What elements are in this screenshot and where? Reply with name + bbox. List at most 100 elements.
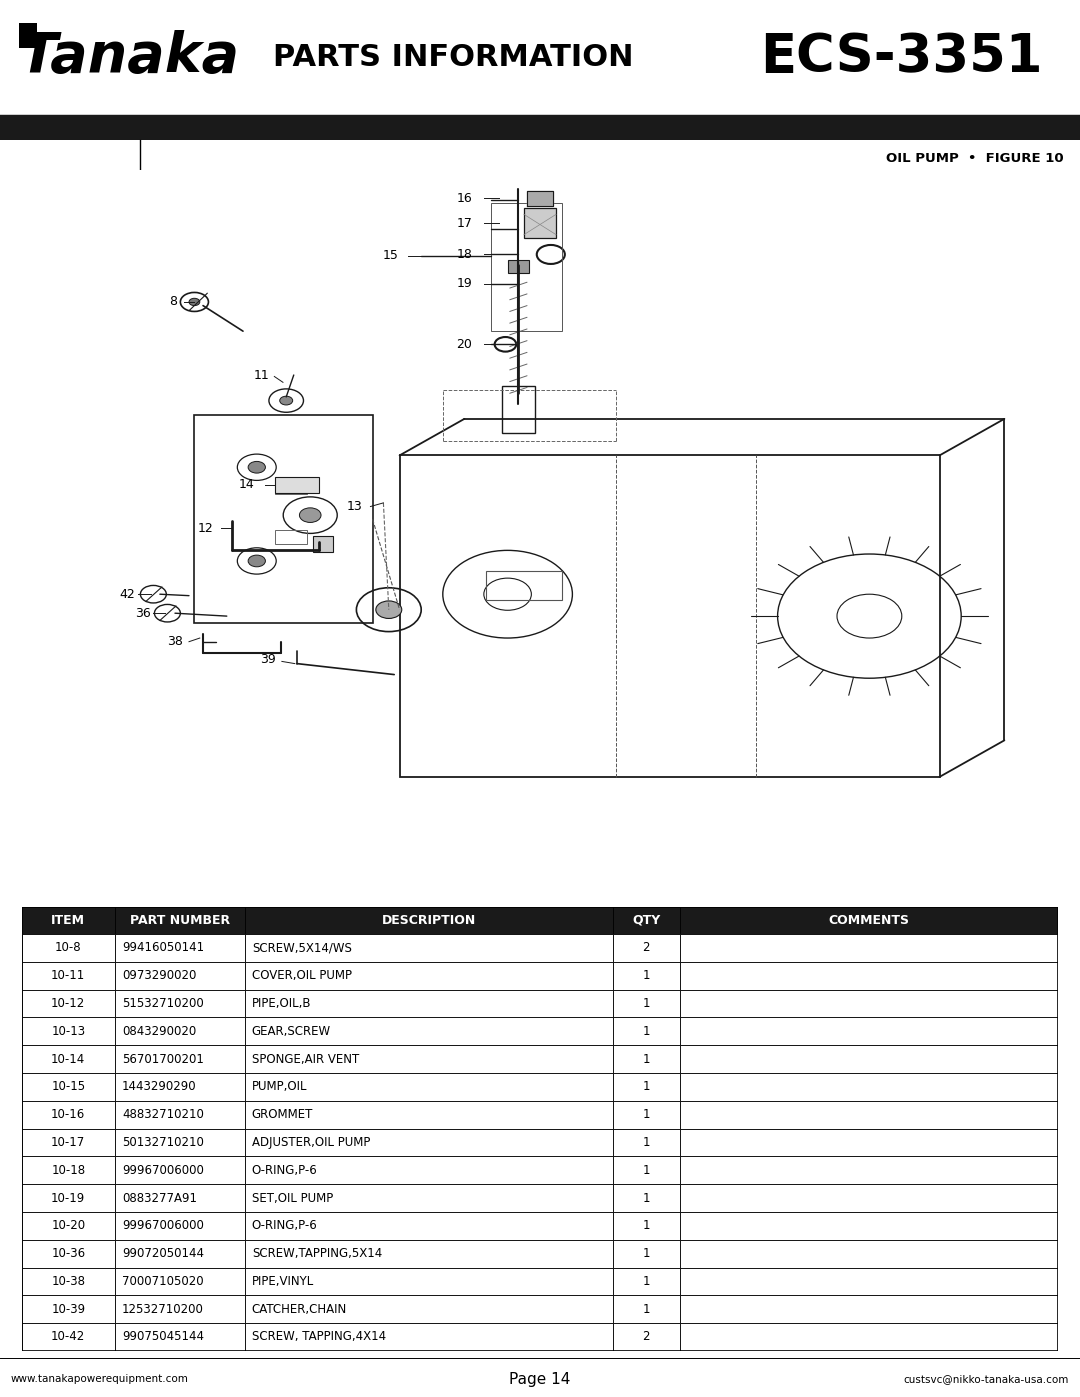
- Bar: [22, 1101, 114, 1129]
- Text: 99967006000: 99967006000: [122, 1220, 204, 1232]
- Text: 10-20: 10-20: [51, 1220, 85, 1232]
- Bar: [22, 1185, 114, 1213]
- Text: 50132710210: 50132710210: [122, 1136, 204, 1148]
- Text: 38: 38: [167, 636, 183, 648]
- Bar: [244, 1185, 612, 1213]
- Bar: [244, 1239, 612, 1267]
- Text: 10-8: 10-8: [55, 942, 82, 954]
- Text: 1443290290: 1443290290: [122, 1080, 197, 1094]
- Circle shape: [376, 601, 402, 619]
- Text: 10-38: 10-38: [51, 1275, 85, 1288]
- Bar: [114, 1267, 244, 1295]
- Bar: [491, 204, 562, 331]
- Bar: [612, 935, 680, 961]
- Text: 10-14: 10-14: [51, 1052, 85, 1066]
- Bar: [114, 1185, 244, 1213]
- Bar: [22, 1073, 114, 1101]
- Bar: [508, 260, 529, 272]
- Bar: [680, 1213, 1058, 1239]
- Bar: [612, 1267, 680, 1295]
- Bar: [680, 1239, 1058, 1267]
- Text: 10-11: 10-11: [51, 970, 85, 982]
- Bar: [502, 386, 535, 433]
- Bar: [114, 1239, 244, 1267]
- Bar: [612, 1017, 680, 1045]
- Text: Page 14: Page 14: [510, 1372, 570, 1387]
- Bar: [313, 536, 333, 552]
- Bar: [22, 1295, 114, 1323]
- Text: www.tanakapowerequipment.com: www.tanakapowerequipment.com: [11, 1375, 189, 1384]
- Bar: [22, 1017, 114, 1045]
- Text: DESCRIPTION: DESCRIPTION: [381, 914, 475, 926]
- Text: 1: 1: [643, 1192, 650, 1204]
- Bar: [244, 1101, 612, 1129]
- Text: 1: 1: [643, 997, 650, 1010]
- Bar: [612, 1045, 680, 1073]
- Text: 99075045144: 99075045144: [122, 1330, 204, 1344]
- Text: 12532710200: 12532710200: [122, 1302, 204, 1316]
- Bar: [244, 1073, 612, 1101]
- Bar: [114, 961, 244, 989]
- Bar: [612, 1239, 680, 1267]
- Bar: [22, 1239, 114, 1267]
- Text: SCREW, TAPPING,4X14: SCREW, TAPPING,4X14: [252, 1330, 386, 1344]
- Text: 10-13: 10-13: [51, 1025, 85, 1038]
- Bar: [244, 1213, 612, 1239]
- Bar: [244, 1267, 612, 1295]
- Text: 13: 13: [347, 500, 362, 513]
- Bar: [22, 907, 114, 935]
- Text: PIPE,VINYL: PIPE,VINYL: [252, 1275, 314, 1288]
- Text: 1: 1: [643, 970, 650, 982]
- Bar: [22, 1267, 114, 1295]
- Text: 12: 12: [198, 522, 213, 535]
- Bar: [244, 961, 612, 989]
- Text: 2: 2: [643, 942, 650, 954]
- Text: 1: 1: [643, 1164, 650, 1176]
- Bar: [22, 935, 114, 961]
- Bar: [612, 1295, 680, 1323]
- Text: SCREW,TAPPING,5X14: SCREW,TAPPING,5X14: [252, 1248, 382, 1260]
- Bar: [680, 1017, 1058, 1045]
- Text: 1: 1: [643, 1136, 650, 1148]
- Bar: [680, 1101, 1058, 1129]
- Text: SCREW,5X14/WS: SCREW,5X14/WS: [252, 942, 352, 954]
- Bar: [680, 935, 1058, 961]
- Text: QTY: QTY: [632, 914, 660, 926]
- Bar: [524, 208, 556, 237]
- Bar: [680, 1267, 1058, 1295]
- Bar: [680, 1073, 1058, 1101]
- Text: COMMENTS: COMMENTS: [828, 914, 909, 926]
- Bar: [612, 1101, 680, 1129]
- Bar: [275, 478, 319, 493]
- Text: 99967006000: 99967006000: [122, 1164, 204, 1176]
- Text: 1: 1: [643, 1275, 650, 1288]
- Text: 10-16: 10-16: [51, 1108, 85, 1122]
- Bar: [114, 907, 244, 935]
- Text: 17: 17: [457, 217, 472, 229]
- Bar: [612, 961, 680, 989]
- Bar: [680, 1157, 1058, 1185]
- Bar: [244, 1045, 612, 1073]
- Bar: [612, 1185, 680, 1213]
- Text: 16: 16: [457, 191, 472, 205]
- Bar: [680, 989, 1058, 1017]
- Bar: [680, 1185, 1058, 1213]
- Text: 99072050144: 99072050144: [122, 1248, 204, 1260]
- Text: 19: 19: [457, 277, 472, 291]
- Bar: [486, 571, 562, 601]
- Text: 56701700201: 56701700201: [122, 1052, 204, 1066]
- Circle shape: [189, 299, 200, 306]
- Text: O-RING,P-6: O-RING,P-6: [252, 1220, 318, 1232]
- Text: 2: 2: [643, 1330, 650, 1344]
- Bar: [22, 1213, 114, 1239]
- Text: GEAR,SCREW: GEAR,SCREW: [252, 1025, 330, 1038]
- Text: COVER,OIL PUMP: COVER,OIL PUMP: [252, 970, 352, 982]
- Bar: [114, 1045, 244, 1073]
- Text: GROMMET: GROMMET: [252, 1108, 313, 1122]
- Text: 18: 18: [457, 247, 472, 261]
- Text: 10-39: 10-39: [51, 1302, 85, 1316]
- Text: PIPE,OIL,B: PIPE,OIL,B: [252, 997, 311, 1010]
- Text: 0843290020: 0843290020: [122, 1025, 197, 1038]
- Text: 1: 1: [643, 1080, 650, 1094]
- Bar: [244, 1323, 612, 1351]
